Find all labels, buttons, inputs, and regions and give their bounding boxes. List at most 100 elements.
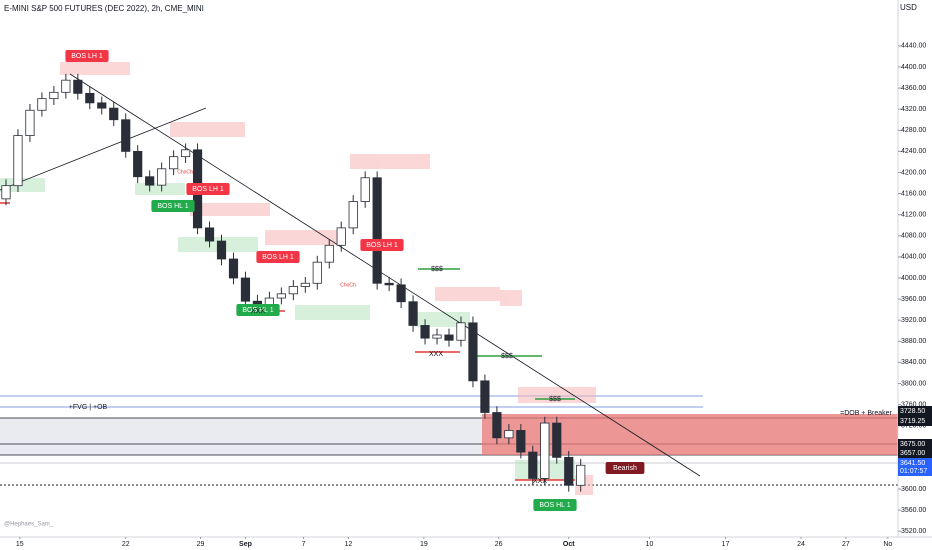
annotation: BOS LH 1 (366, 242, 398, 249)
y-tick-label: 3920.00 (901, 317, 926, 324)
y-tick-label: 3560.00 (901, 507, 926, 514)
price-label: 3641.50 (900, 460, 925, 467)
annotation: XXX (251, 308, 265, 315)
candle-body (468, 322, 478, 382)
candle-body (504, 430, 514, 439)
candle-body (540, 422, 550, 479)
candle-body (1, 185, 11, 200)
candle-body (204, 227, 215, 242)
price-label-box (898, 448, 932, 458)
price-label-box (898, 458, 932, 468)
demand-zone (135, 183, 185, 195)
x-tick-label: 27 (842, 541, 850, 548)
annotation: Bearish (613, 465, 637, 472)
y-tick-label: 4280.00 (901, 127, 926, 134)
y-tick-label: 3960.00 (901, 296, 926, 303)
x-tick-label: No (883, 541, 892, 548)
annotation: XXX (533, 478, 547, 485)
price-label-box (898, 406, 932, 416)
gray-zone (0, 418, 482, 455)
label-box (236, 304, 280, 316)
candle-body (336, 227, 346, 246)
currency: USD (900, 3, 917, 12)
x-tick-label: 26 (495, 541, 503, 548)
supply-zone (482, 414, 898, 455)
candle-body (85, 92, 95, 104)
y-tick-label: 4040.00 (901, 254, 926, 261)
annotation: ChoCh (340, 282, 356, 288)
label-box (151, 200, 195, 212)
candle-body (456, 322, 466, 341)
candle-body (480, 380, 490, 413)
candle-body (145, 176, 155, 186)
candle-body (73, 79, 83, 94)
candle-body (492, 412, 502, 439)
annotation: =DOB + Breaker (840, 410, 892, 417)
demand-zone (415, 312, 470, 327)
annotation: +FVG | +OB (69, 404, 108, 411)
candle-body (360, 177, 370, 202)
annotation: $$$ (549, 396, 561, 403)
label-box (360, 239, 404, 251)
x-tick-label: 10 (646, 541, 654, 548)
x-tick-label: Oct (563, 541, 575, 548)
y-tick-label: 3520.00 (901, 528, 926, 535)
ob-zone (170, 122, 245, 137)
annotation: BOS HL 1 (157, 203, 188, 210)
ob-zone (435, 287, 500, 301)
ob-zone (190, 203, 270, 216)
x-tick-label: 29 (197, 541, 205, 548)
chart-title: E-MINI S&P 500 FUTURES (DEC 2022), 2h, C… (4, 4, 204, 13)
candle-body (516, 430, 526, 453)
x-tick-label: 15 (16, 541, 24, 548)
candle-body (133, 150, 143, 178)
y-tick-label: 4080.00 (901, 233, 926, 240)
annotation: ChoCh (177, 169, 193, 175)
y-tick-label: 3800.00 (901, 380, 926, 387)
annotation: BOS HL 1 (539, 502, 570, 509)
candle-body (49, 91, 59, 100)
y-tick-label: 4240.00 (901, 148, 926, 155)
y-tick-label: 4160.00 (901, 190, 926, 197)
y-tick-label: 4400.00 (901, 64, 926, 71)
annotation: BOS LH 1 (262, 254, 294, 261)
watermark: @Hephaes_Sam_ (4, 522, 54, 528)
candle-body (312, 261, 322, 284)
annotation: BOS HL 1 (242, 307, 273, 314)
countdown: 01:07:57 (900, 468, 927, 475)
price-label: 3728.50 (900, 408, 925, 415)
label-box (256, 251, 300, 263)
candle-body (97, 102, 107, 109)
candle-body (348, 201, 358, 229)
candle-body (576, 464, 586, 486)
y-tick-label: 4320.00 (901, 106, 926, 113)
candle-body (109, 107, 119, 121)
annotation: BOS LH 1 (71, 53, 103, 60)
x-tick-label: 22 (122, 541, 130, 548)
candle-body (408, 301, 418, 326)
candle-body (228, 258, 239, 279)
y-tick-label: 3840.00 (901, 359, 926, 366)
y-tick-label: 3880.00 (901, 338, 926, 345)
y-tick-label: 3760.00 (901, 401, 926, 408)
x-tick-label: 17 (722, 541, 730, 548)
candle-body (216, 240, 227, 260)
trendline (0, 107, 207, 191)
candle-body (384, 282, 394, 286)
candle-body (300, 282, 310, 287)
annotation: XXX (429, 351, 443, 358)
price-label-box (898, 439, 932, 449)
candle-body (121, 119, 131, 152)
candle-body (288, 286, 298, 295)
countdown-box (898, 466, 932, 476)
candle-body (324, 244, 334, 263)
label-box (65, 50, 109, 62)
label-box (533, 499, 577, 511)
candle-body (37, 98, 47, 111)
candle-body (420, 325, 430, 339)
candle-body (444, 334, 454, 341)
candle-body (169, 156, 179, 170)
candle-body (240, 277, 251, 302)
